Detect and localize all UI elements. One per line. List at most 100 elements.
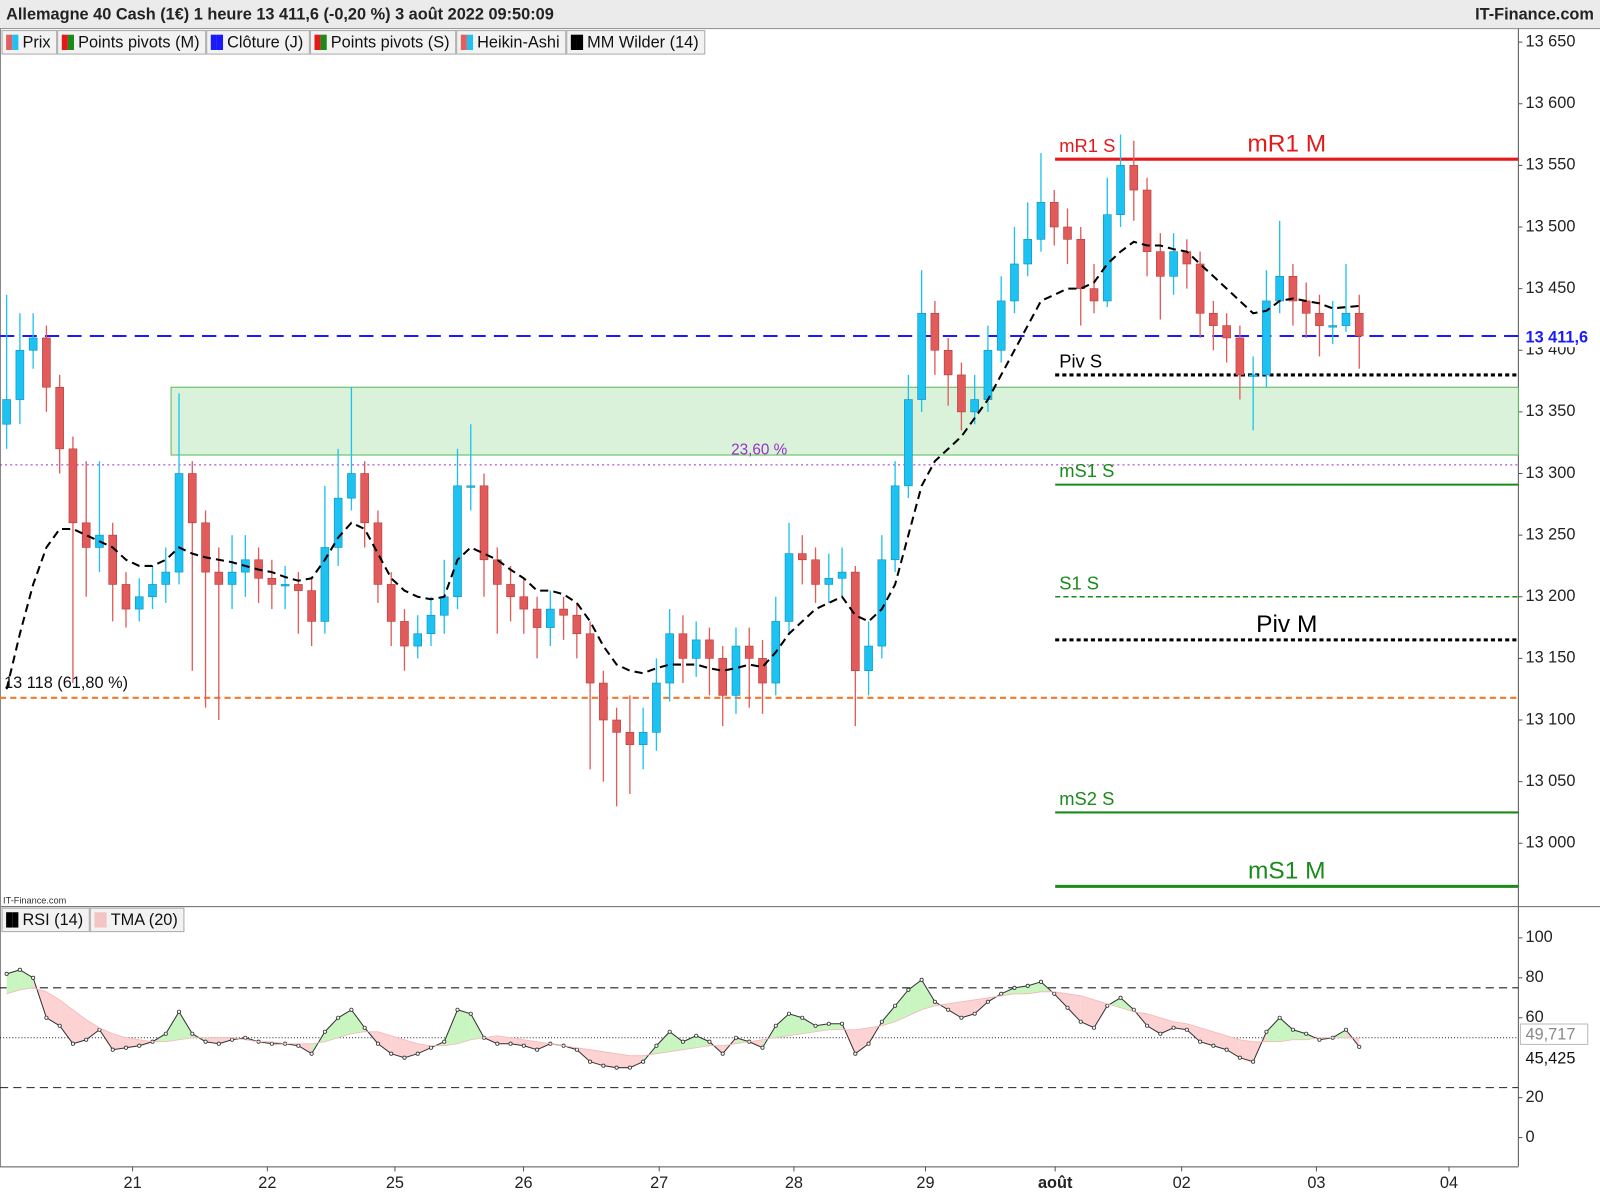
rsi-point	[932, 999, 937, 1004]
rsi-fill	[789, 1013, 803, 1036]
candle-body	[426, 614, 436, 635]
rsi-fill	[1080, 995, 1095, 1028]
rsi-point	[733, 1035, 739, 1040]
title-bar	[0, 0, 1600, 29]
rsi-point	[1025, 983, 1030, 988]
rsi-fill	[802, 1017, 816, 1034]
x-tick-label: 21	[124, 1174, 142, 1192]
rsi-point	[1105, 1003, 1110, 1008]
candle-body	[1182, 251, 1192, 265]
support-zone	[170, 386, 1519, 456]
rsi-fill	[629, 1055, 644, 1068]
rsi-point	[773, 1023, 778, 1028]
rsi-point	[535, 1047, 540, 1052]
candle-body	[28, 337, 38, 351]
candle-body	[1023, 239, 1033, 265]
candle-body	[1129, 165, 1139, 191]
rsi-point	[269, 1041, 274, 1046]
y-tick-label: 13 050	[1526, 772, 1576, 790]
legend-swatch	[210, 34, 217, 50]
rsi-point	[840, 1021, 845, 1026]
candle-body	[546, 608, 555, 628]
rsi-point	[601, 1063, 606, 1068]
rsi-point	[893, 1003, 898, 1008]
last-value-box	[1519, 1023, 1589, 1045]
rsi-point	[707, 1039, 712, 1044]
legend-item[interactable]: RSI (14)	[1, 907, 90, 933]
candle-body	[294, 584, 303, 591]
rsi-point	[123, 1045, 129, 1050]
legend-swatch	[320, 34, 327, 50]
rsi-point	[1237, 1055, 1242, 1060]
y-tick-label: 100	[1526, 928, 1553, 946]
legend-swatch	[67, 34, 75, 50]
rsi-point	[137, 1043, 142, 1048]
candle-body	[904, 399, 913, 487]
legend-item[interactable]: Points pivots (M)	[57, 30, 207, 55]
candle-body	[42, 337, 51, 388]
rsi-point	[1131, 1007, 1136, 1012]
legend-item[interactable]: Points pivots (S)	[309, 30, 457, 55]
pivot-label: mR1 S	[1059, 135, 1115, 156]
legend-swatch	[466, 34, 474, 50]
rsi-fill	[404, 1039, 418, 1058]
legend-swatch	[12, 34, 19, 50]
candle-body	[877, 559, 887, 647]
candle-body	[68, 448, 78, 524]
legend-label: Points pivots (S)	[331, 34, 450, 52]
legend-item[interactable]: Heikin-Ashi	[456, 30, 567, 55]
candle-body	[996, 300, 1006, 351]
rsi-point	[627, 1065, 632, 1070]
legend-swatch	[460, 34, 467, 50]
pivot-label: mS2 S	[1059, 788, 1114, 809]
candle-body	[638, 732, 648, 745]
candle-body	[585, 633, 595, 684]
y-tick-label: 13 200	[1526, 587, 1576, 605]
rsi-point	[786, 1011, 792, 1016]
rsi-point	[336, 1015, 341, 1020]
rsi-point	[110, 1047, 115, 1052]
legend-swatch	[6, 912, 13, 928]
legend-item[interactable]: Clôture (J)	[206, 30, 310, 55]
legend-item[interactable]: Prix	[1, 30, 58, 55]
rsi-point	[415, 1051, 420, 1056]
legend-label: Clôture (J)	[227, 34, 303, 52]
rsi-point	[906, 987, 911, 992]
candle-body	[1142, 189, 1152, 252]
rsi-fill	[961, 999, 975, 1018]
rsi-point	[70, 1041, 75, 1046]
candle-body	[386, 584, 396, 622]
rsi-point	[389, 1051, 394, 1056]
rsi-point	[1145, 1023, 1150, 1028]
rsi-fill	[46, 991, 60, 1026]
rsi-fill	[1213, 1031, 1227, 1050]
rsi-fill	[165, 1011, 180, 1042]
candle-body	[347, 473, 356, 499]
rsi-point	[1304, 1031, 1309, 1036]
x-tick-label: 29	[916, 1174, 934, 1192]
rsi-point	[1317, 1037, 1322, 1042]
rsi-point	[946, 1007, 951, 1012]
candle-body	[1076, 239, 1086, 289]
rsi-fill	[974, 997, 988, 1014]
candle-body	[1036, 202, 1046, 240]
legend-item[interactable]: TMA (20)	[89, 907, 185, 933]
candle-body	[1328, 325, 1337, 328]
y-tick-label: 60	[1526, 1008, 1544, 1026]
y-tick-label: 13 600	[1526, 94, 1576, 112]
rsi-point	[1251, 1059, 1256, 1064]
legend-swatch	[314, 34, 321, 50]
legend-label: MM Wilder (14)	[587, 34, 698, 52]
candle-body	[2, 399, 11, 425]
rsi-point	[959, 1015, 964, 1020]
rsi-point	[44, 1015, 49, 1020]
candle-body	[1341, 312, 1351, 326]
legend-item[interactable]: MM Wilder (14)	[566, 30, 706, 55]
rsi-fill	[351, 1009, 365, 1034]
legend-label: Points pivots (M)	[78, 34, 199, 52]
candle-body	[652, 682, 661, 733]
candle-body	[599, 682, 608, 721]
rsi-point	[760, 1045, 765, 1050]
rsi-point	[813, 1023, 818, 1028]
